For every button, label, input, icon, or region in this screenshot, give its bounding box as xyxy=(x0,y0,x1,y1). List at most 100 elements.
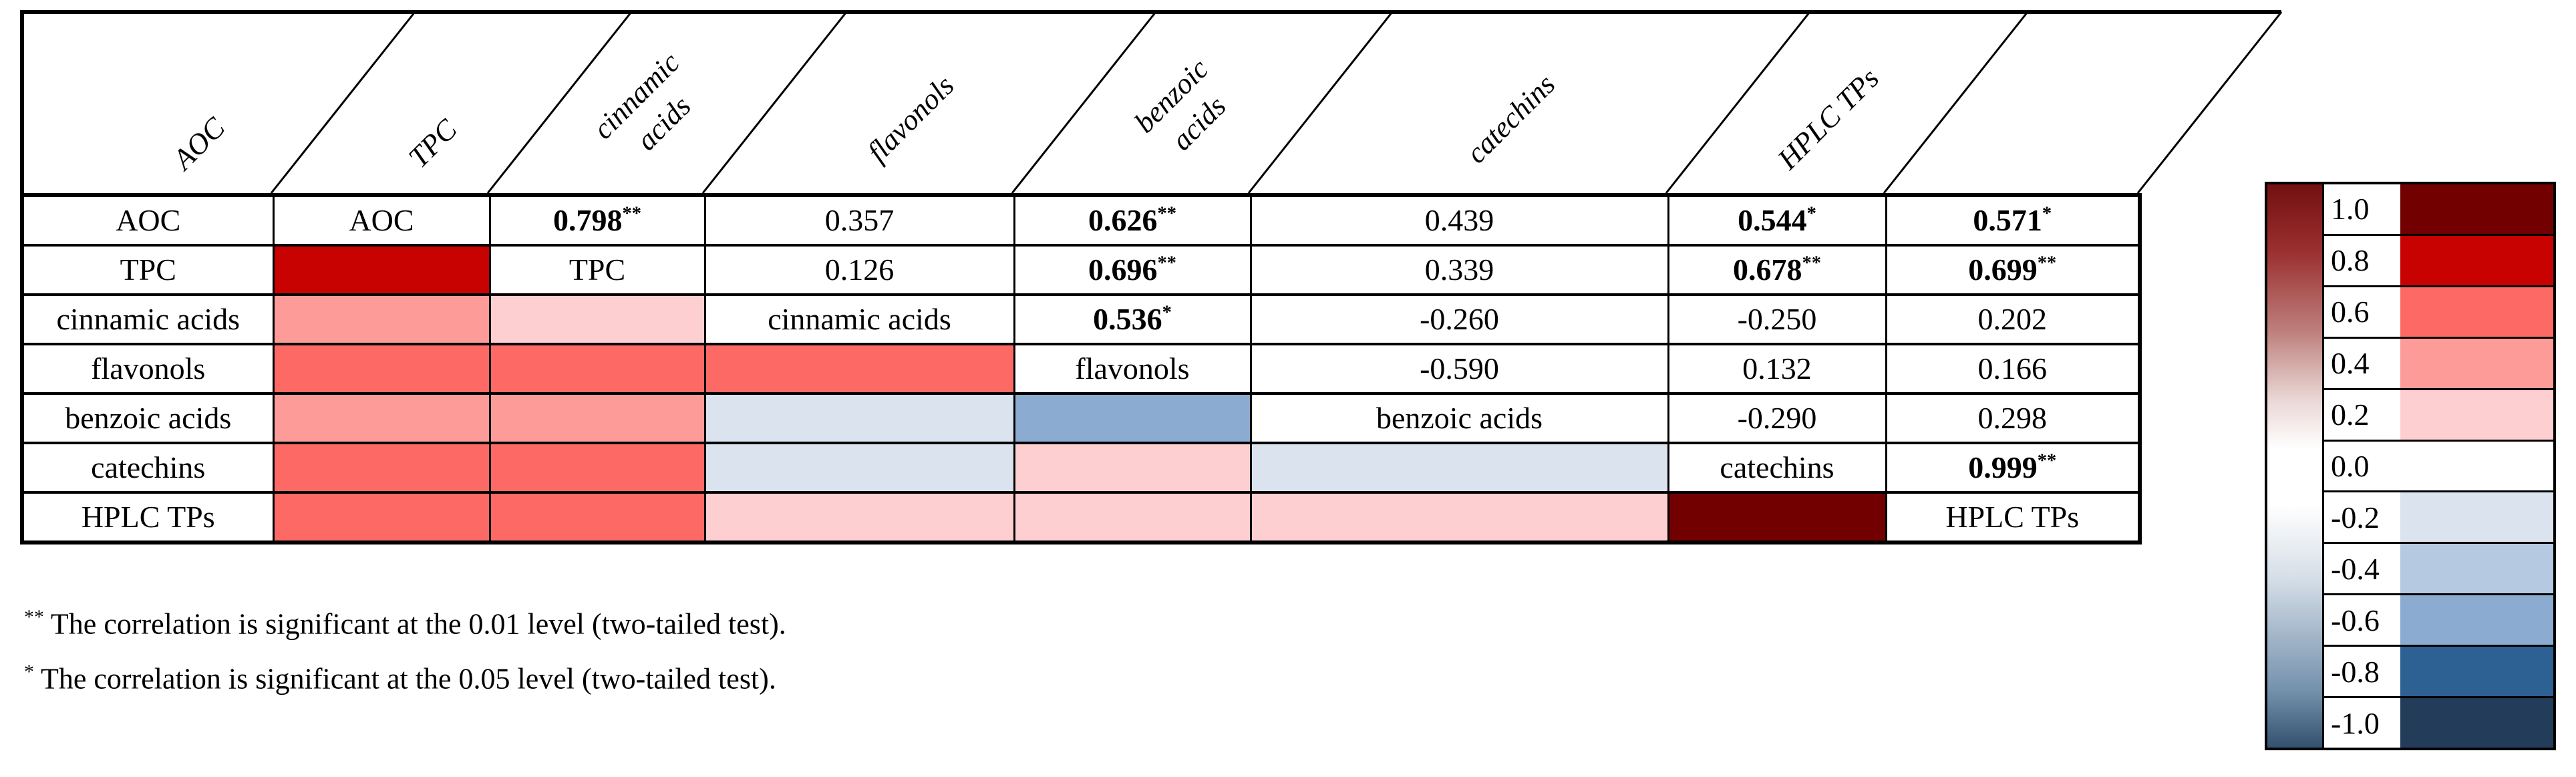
legend-color-swatch xyxy=(2400,338,2553,388)
correlation-value-cell: 0.166 xyxy=(1885,343,2141,395)
correlation-color-cell xyxy=(1667,491,1887,544)
significance-marker: ** xyxy=(1157,253,1176,274)
legend-row: 0.6 xyxy=(2324,287,2553,339)
correlation-value-cell: -0.260 xyxy=(1249,293,1669,345)
correlation-value-cell: 0.339 xyxy=(1249,244,1669,296)
matrix-row: cinnamic acids cinnamic acids 0.536* -0.260… xyxy=(21,293,2141,345)
correlation-value-cell: 0.298 xyxy=(1885,392,2141,444)
matrix-row: AOC AOC 0.798** 0.357 0.626** 0.439 0.544* 0.57… xyxy=(21,194,2141,247)
correlation-color-cell xyxy=(272,491,491,544)
correlation-value-cell: 0.439 xyxy=(1249,194,1669,247)
column-header-label: benzoicacids xyxy=(1128,52,1243,166)
header-border-line xyxy=(1665,11,1811,194)
legend-row: -0.8 xyxy=(2324,647,2553,699)
header-border-line xyxy=(486,11,633,194)
header-border-line xyxy=(2136,11,2283,194)
header-border-line xyxy=(701,11,848,194)
correlation-color-cell xyxy=(488,392,706,444)
legend-color-swatch xyxy=(2400,287,2553,337)
correlation-color-cell xyxy=(1013,491,1252,544)
column-header-label: cinnamicacids xyxy=(587,46,713,173)
correlation-color-cell xyxy=(703,392,1015,444)
legend-color-swatch xyxy=(2400,492,2553,542)
legend-row: 0.2 xyxy=(2324,390,2553,442)
legend-color-swatch xyxy=(2400,698,2553,748)
correlation-value-cell: 0.999** xyxy=(1885,442,2141,494)
legend-tick-label: 1.0 xyxy=(2324,184,2400,234)
correlation-value-cell: 0.699** xyxy=(1885,244,2141,296)
legend-tick-label: 0.8 xyxy=(2324,235,2400,285)
correlation-value-cell: 0.678** xyxy=(1667,244,1887,296)
matrix-row: benzoic acids benzoic acids -0.290 0.298 xyxy=(21,392,2141,444)
column-header-label: HPLC TPs xyxy=(1771,62,1885,176)
matrix-row: TPC TPC 0.126 0.696** 0.339 0.678** 0.699** xyxy=(21,244,2141,296)
diagonal-variable-cell: catechins xyxy=(1667,442,1887,494)
color-scale-legend: 1.0 0.8 0.6 0.4 0.2 0.0 -0.2 -0.4 -0.6 -0.8 -1.0 xyxy=(2265,182,2556,750)
row-label: flavonols xyxy=(21,343,275,395)
correlation-value-cell: 0.798** xyxy=(488,194,706,247)
legend-color-swatch xyxy=(2400,544,2553,594)
legend-row: -0.4 xyxy=(2324,544,2553,596)
diagonal-variable-cell: flavonols xyxy=(1013,343,1252,395)
legend-color-swatch xyxy=(2400,235,2553,285)
column-header-label: AOC xyxy=(165,111,231,177)
correlation-value-cell: 0.626** xyxy=(1013,194,1252,247)
significance-marker: * xyxy=(1162,302,1172,323)
correlation-color-cell xyxy=(272,442,491,494)
header-border-line xyxy=(1883,11,2029,194)
legend-tick-label: 0.4 xyxy=(2324,338,2400,388)
row-label: cinnamic acids xyxy=(21,293,275,345)
row-label: AOC xyxy=(21,194,275,247)
column-header-label: TPC xyxy=(402,112,464,174)
legend-tick-label: -1.0 xyxy=(2324,698,2400,748)
legend-row: -0.6 xyxy=(2324,595,2553,647)
diagonal-variable-cell: TPC xyxy=(488,244,706,296)
legend-tick-label: -0.6 xyxy=(2324,595,2400,645)
matrix-row: catechins catechins 0.999** xyxy=(21,442,2141,494)
legend-rows: 1.0 0.8 0.6 0.4 0.2 0.0 -0.2 -0.4 -0.6 -0.8 -1.0 xyxy=(2324,184,2553,748)
significance-marker: * xyxy=(1806,203,1816,224)
diagonal-header: AOC TPC cinnamicacids flavonols benzoicacids… xyxy=(20,10,2283,194)
diagonal-variable-cell: HPLC TPs xyxy=(1885,491,2141,544)
footnote-significance-005: * The correlation is significant at the 0… xyxy=(24,660,776,697)
correlation-color-cell xyxy=(703,491,1015,544)
correlation-value-cell: 0.544* xyxy=(1667,194,1887,247)
correlation-color-cell xyxy=(272,392,491,444)
correlation-color-cell xyxy=(272,293,491,345)
correlation-value-cell: -0.590 xyxy=(1249,343,1669,395)
correlation-value-cell: 0.126 xyxy=(703,244,1015,296)
correlation-color-cell xyxy=(1249,442,1669,494)
correlation-color-cell xyxy=(272,343,491,395)
diagonal-variable-cell: cinnamic acids xyxy=(703,293,1015,345)
significance-marker: ** xyxy=(2037,253,2057,274)
correlation-value-cell: 0.571* xyxy=(1885,194,2141,247)
significance-marker: ** xyxy=(1802,253,1821,274)
correlation-value-cell: 0.536* xyxy=(1013,293,1252,345)
legend-row: 0.8 xyxy=(2324,235,2553,287)
correlation-color-cell xyxy=(488,442,706,494)
legend-row: -1.0 xyxy=(2324,698,2553,748)
column-header-label: catechins xyxy=(1460,68,1561,170)
correlation-matrix-table: AOC AOC 0.798** 0.357 0.626** 0.439 0.544* 0.57… xyxy=(20,193,2142,545)
legend-row: 0.0 xyxy=(2324,441,2553,493)
correlation-value-cell: 0.132 xyxy=(1667,343,1887,395)
legend-tick-label: 0.6 xyxy=(2324,287,2400,337)
correlation-color-cell xyxy=(1013,442,1252,494)
significance-marker: ** xyxy=(1157,203,1176,224)
significance-marker: ** xyxy=(2037,450,2057,472)
legend-tick-label: 0.0 xyxy=(2324,441,2400,491)
legend-row: 1.0 xyxy=(2324,184,2553,236)
correlation-value-cell: -0.290 xyxy=(1667,392,1887,444)
footnote-significance-001: ** The correlation is significant at the … xyxy=(24,605,786,642)
legend-gradient-bar xyxy=(2267,184,2324,748)
header-border-line xyxy=(1247,11,1394,194)
correlation-value-cell: 0.357 xyxy=(703,194,1015,247)
legend-color-swatch xyxy=(2400,184,2553,234)
matrix-row: flavonols flavonols -0.590 0.132 0.166 xyxy=(21,343,2141,395)
legend-tick-label: -0.2 xyxy=(2324,492,2400,542)
footnote-text: The correlation is significant at the 0.… xyxy=(50,607,786,641)
footnote-text: The correlation is significant at the 0.… xyxy=(40,662,776,695)
correlation-color-cell xyxy=(703,442,1015,494)
legend-color-swatch xyxy=(2400,647,2553,697)
